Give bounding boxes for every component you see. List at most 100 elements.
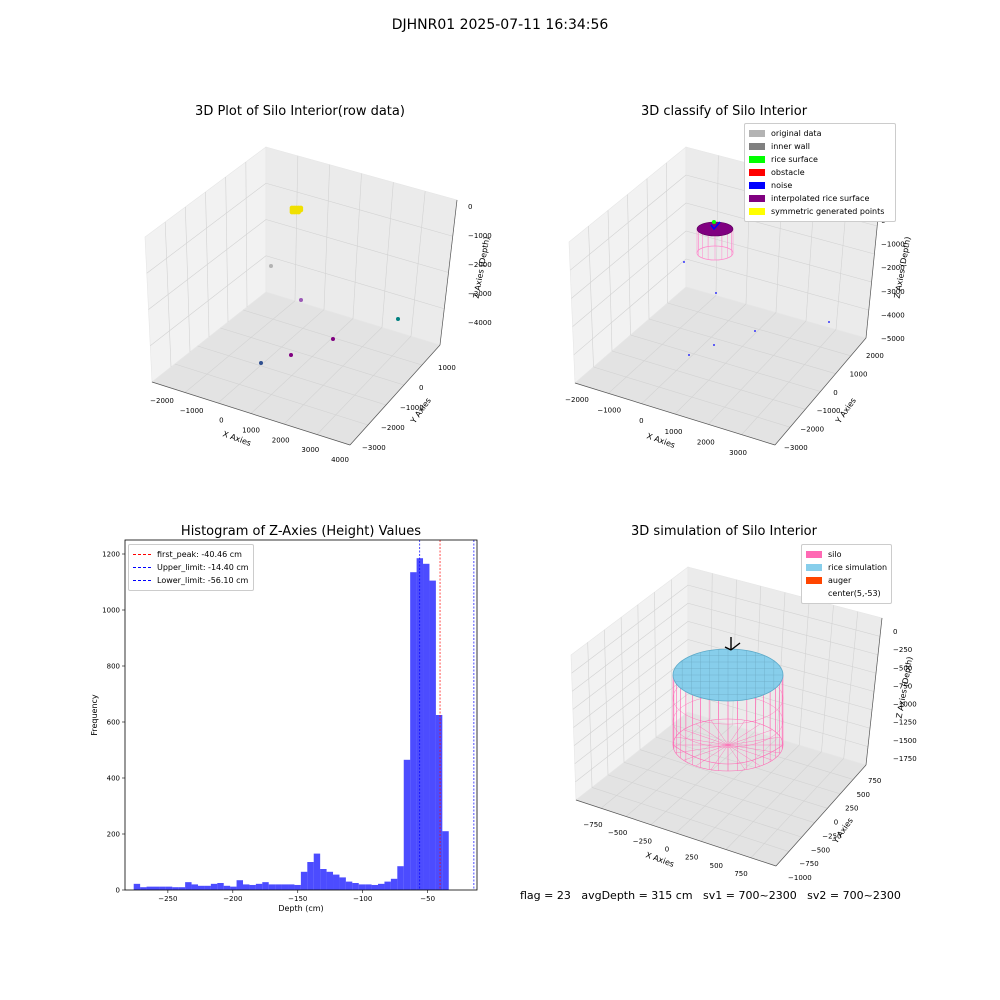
x-tick-label: −200 — [223, 895, 242, 903]
grid-line — [685, 202, 875, 255]
grid-line — [607, 210, 613, 352]
histogram-bar — [326, 871, 334, 890]
figure-title: DJHNR01 2025-07-11 16:34:56 — [391, 17, 609, 33]
grid-line — [725, 751, 822, 850]
histogram-bar — [210, 883, 218, 890]
y-tick-label: −1000 — [817, 407, 841, 415]
y-tick-label: −2000 — [800, 426, 824, 434]
legend-swatch — [749, 182, 765, 189]
x-tick-label: −50 — [420, 895, 435, 903]
grid-line — [570, 174, 687, 271]
z-tick-label: −1750 — [893, 755, 917, 763]
grid-line — [572, 230, 687, 327]
grid-line — [687, 639, 875, 692]
noise-point — [754, 330, 756, 332]
grid-line — [250, 318, 354, 414]
plot-frame — [124, 539, 478, 891]
silo-cone — [672, 744, 784, 765]
histogram-bar — [185, 882, 192, 890]
grid-line — [316, 335, 412, 435]
grid-line — [674, 312, 777, 415]
legend-entry: first_peak: -40.46 cm — [133, 548, 249, 561]
grid-line — [265, 219, 449, 273]
legend-entry: auger — [806, 574, 887, 587]
histogram-bar — [358, 884, 366, 890]
axis-line — [151, 381, 351, 446]
x-tick-label: −2000 — [150, 397, 174, 405]
legend-entry: silo — [806, 548, 887, 561]
x-tick-label: −150 — [288, 895, 307, 903]
legend-entry: Lower_limit: -56.10 cm — [133, 574, 249, 587]
grid-line — [150, 255, 267, 346]
y-tick-label: 800 — [107, 663, 120, 671]
histogram-bar — [268, 884, 276, 890]
y-tick-label: 0 — [116, 887, 120, 895]
grid-line — [146, 183, 267, 274]
legend-entry: noise — [749, 179, 891, 192]
data-point — [259, 361, 263, 365]
z-tick-label: −1000 — [893, 701, 917, 709]
histogram-bar — [249, 884, 256, 890]
x-tick-label: −2000 — [565, 396, 589, 404]
histogram-bar — [275, 884, 282, 890]
grid-line — [666, 162, 668, 304]
z-tick-label: −250 — [893, 646, 912, 654]
grid-line — [265, 255, 445, 310]
z-tick-label: −500 — [893, 664, 912, 672]
axis-line — [575, 799, 777, 867]
grid-line — [687, 584, 881, 637]
simulation-plot-title: 3D simulation of Silo Interior — [631, 524, 817, 539]
histogram-bar — [140, 887, 147, 890]
x-tick-label: 3000 — [301, 446, 319, 454]
histogram-bar — [197, 885, 205, 890]
z-tick-label: −3000 — [881, 288, 905, 296]
histogram-bar — [307, 862, 314, 890]
grid-line — [572, 603, 689, 692]
histogram-bar — [384, 881, 391, 890]
grid-line — [741, 329, 837, 435]
y-tick-label: −2000 — [381, 424, 405, 432]
legend-label: center(5,-53) — [828, 589, 881, 598]
grid-line — [685, 258, 869, 311]
grid-line — [265, 182, 453, 237]
legend-swatch — [749, 169, 765, 176]
histogram-bar — [217, 883, 224, 890]
grid-line — [687, 693, 869, 747]
histogram-bar — [300, 871, 308, 890]
histogram-bar — [378, 883, 385, 890]
legend-swatch — [806, 577, 822, 584]
x-axis-label: X Axies — [644, 850, 675, 869]
histogram-bar — [345, 881, 353, 890]
x-tick-label: −250 — [633, 837, 652, 845]
legend-entry: original data — [749, 127, 891, 140]
legend-label: noise — [771, 181, 793, 190]
legend-swatch — [749, 208, 765, 215]
legend-label: Upper_limit: -14.40 cm — [157, 563, 249, 572]
histogram-bar — [165, 886, 173, 890]
x-tick-label: 1000 — [242, 427, 260, 435]
histogram-title: Histogram of Z-Axies (Height) Values — [180, 524, 422, 539]
x-tick-label: 2000 — [272, 436, 290, 444]
legend-swatch — [806, 590, 822, 597]
grid-line — [573, 639, 689, 728]
histogram-bar — [416, 558, 424, 890]
histogram-legend: first_peak: -40.46 cm Upper_limit: -14.40… — [128, 544, 254, 591]
histogram-bar — [191, 884, 198, 890]
grid-line — [574, 675, 689, 764]
noise-point — [713, 344, 715, 346]
z-tick-label: −4000 — [468, 319, 492, 327]
histogram-bar — [442, 831, 449, 890]
y-tick-label: 1000 — [102, 607, 120, 615]
grid-line — [600, 718, 711, 809]
x-tick-label: 0 — [665, 846, 669, 854]
grid-line — [283, 327, 383, 425]
histogram-bar — [133, 883, 141, 890]
z-tick-label: −1250 — [893, 719, 917, 727]
histogram-bar — [146, 886, 153, 890]
data-point — [289, 353, 293, 357]
status-footer: flag = 23 avgDepth = 315 cm sv1 = 700~23… — [520, 889, 901, 902]
grid-line — [608, 295, 717, 394]
classify-plot-title: 3D classify of Silo Interior — [640, 104, 808, 119]
x-tick-label: −1000 — [597, 407, 621, 415]
legend-entry: rice simulation — [806, 561, 887, 574]
